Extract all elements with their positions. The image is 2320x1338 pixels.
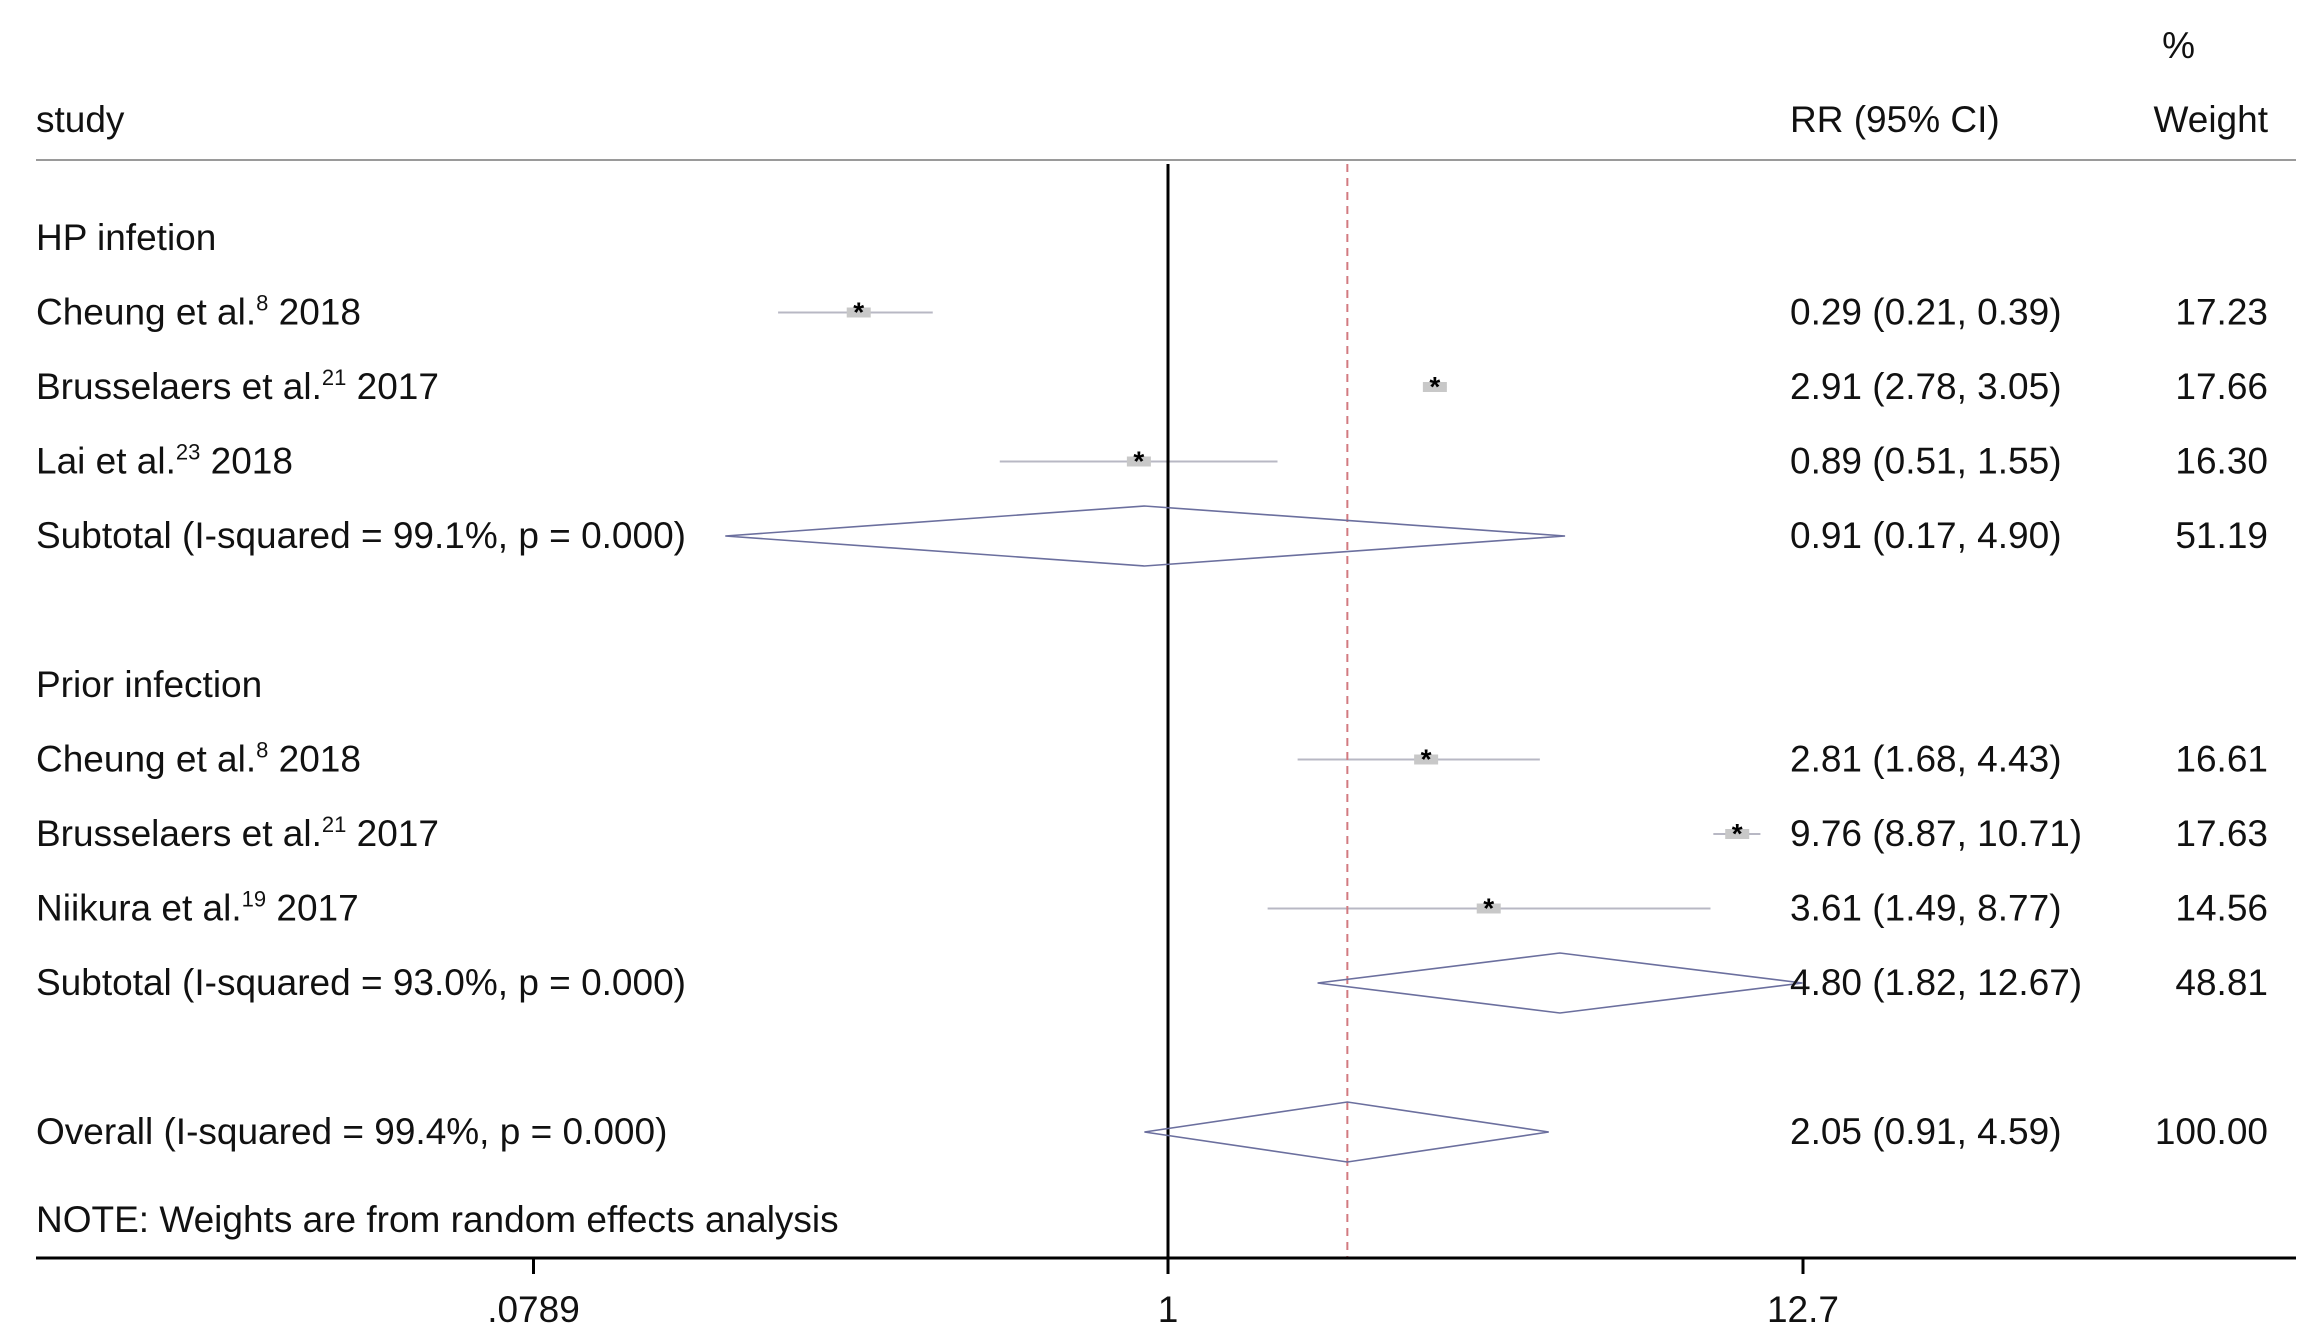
weight-box — [1476, 903, 1501, 914]
weight-text: 100.00 — [2155, 1111, 2268, 1152]
weight-box — [1422, 382, 1447, 392]
header-weight-pct: % — [2162, 25, 2195, 66]
weight-text: 14.56 — [2175, 888, 2268, 929]
overall-label: Overall (I-squared = 99.4%, p = 0.000) — [36, 1111, 667, 1152]
ci-text: 9.76 (8.87, 10.71) — [1790, 813, 2082, 854]
ci-text: 0.91 (0.17, 4.90) — [1790, 515, 2062, 556]
weight-box — [1414, 754, 1439, 765]
ci-text: 2.05 (0.91, 4.59) — [1790, 1111, 2062, 1152]
x-tick-label: 1 — [1158, 1289, 1179, 1330]
ci-text: 0.29 (0.21, 0.39) — [1790, 292, 2062, 333]
subtotal-diamond — [725, 505, 1566, 567]
x-tick-label: .0789 — [487, 1289, 580, 1330]
ci-text: 4.80 (1.82, 12.67) — [1790, 962, 2082, 1003]
header-weight: Weight — [2154, 99, 2269, 140]
ci-text: 2.81 (1.68, 4.43) — [1790, 739, 2062, 780]
weight-text: 51.19 — [2175, 515, 2268, 556]
group-label: HP infetion — [36, 217, 216, 258]
subtotal-diamond — [1317, 952, 1803, 1014]
header-estimate: RR (95% CI) — [1790, 99, 2000, 140]
subtotal-label: Subtotal (I-squared = 93.0%, p = 0.000) — [36, 962, 686, 1003]
note-text: NOTE: Weights are from random effects an… — [36, 1199, 839, 1240]
weight-text: 16.61 — [2175, 739, 2268, 780]
weight-text: 17.66 — [2175, 366, 2268, 407]
weight-text: 48.81 — [2175, 962, 2268, 1003]
point-estimate: * — [1133, 446, 1144, 477]
weight-box — [1126, 456, 1151, 467]
group-label: Prior infection — [36, 664, 262, 705]
point-estimate: * — [1421, 744, 1432, 775]
weight-text: 16.30 — [2175, 441, 2268, 482]
x-tick-label: 12.7 — [1767, 1289, 1839, 1330]
weight-text: 17.23 — [2175, 292, 2268, 333]
weight-text: 17.63 — [2175, 813, 2268, 854]
weight-box — [846, 307, 871, 318]
point-estimate: * — [1483, 893, 1494, 924]
ci-text: 0.89 (0.51, 1.55) — [1790, 441, 2062, 482]
weight-box — [1725, 829, 1750, 839]
ci-text: 3.61 (1.49, 8.77) — [1790, 888, 2062, 929]
study-label: Lai et al.23 2018 — [36, 440, 293, 482]
subtotal-label: Subtotal (I-squared = 99.1%, p = 0.000) — [36, 515, 686, 556]
header-study: study — [36, 99, 125, 140]
study-label: Brusselaers et al.21 2017 — [36, 365, 439, 407]
study-label: Cheung et al.8 2018 — [36, 738, 361, 780]
point-estimate: * — [1429, 371, 1440, 402]
study-label: Cheung et al.8 2018 — [36, 291, 361, 333]
study-label: Niikura et al.19 2017 — [36, 887, 359, 929]
point-estimate: * — [1732, 818, 1743, 849]
ci-text: 2.91 (2.78, 3.05) — [1790, 366, 2062, 407]
study-label: Brusselaers et al.21 2017 — [36, 812, 439, 854]
point-estimate: * — [853, 297, 864, 328]
overall-diamond — [1144, 1101, 1549, 1163]
